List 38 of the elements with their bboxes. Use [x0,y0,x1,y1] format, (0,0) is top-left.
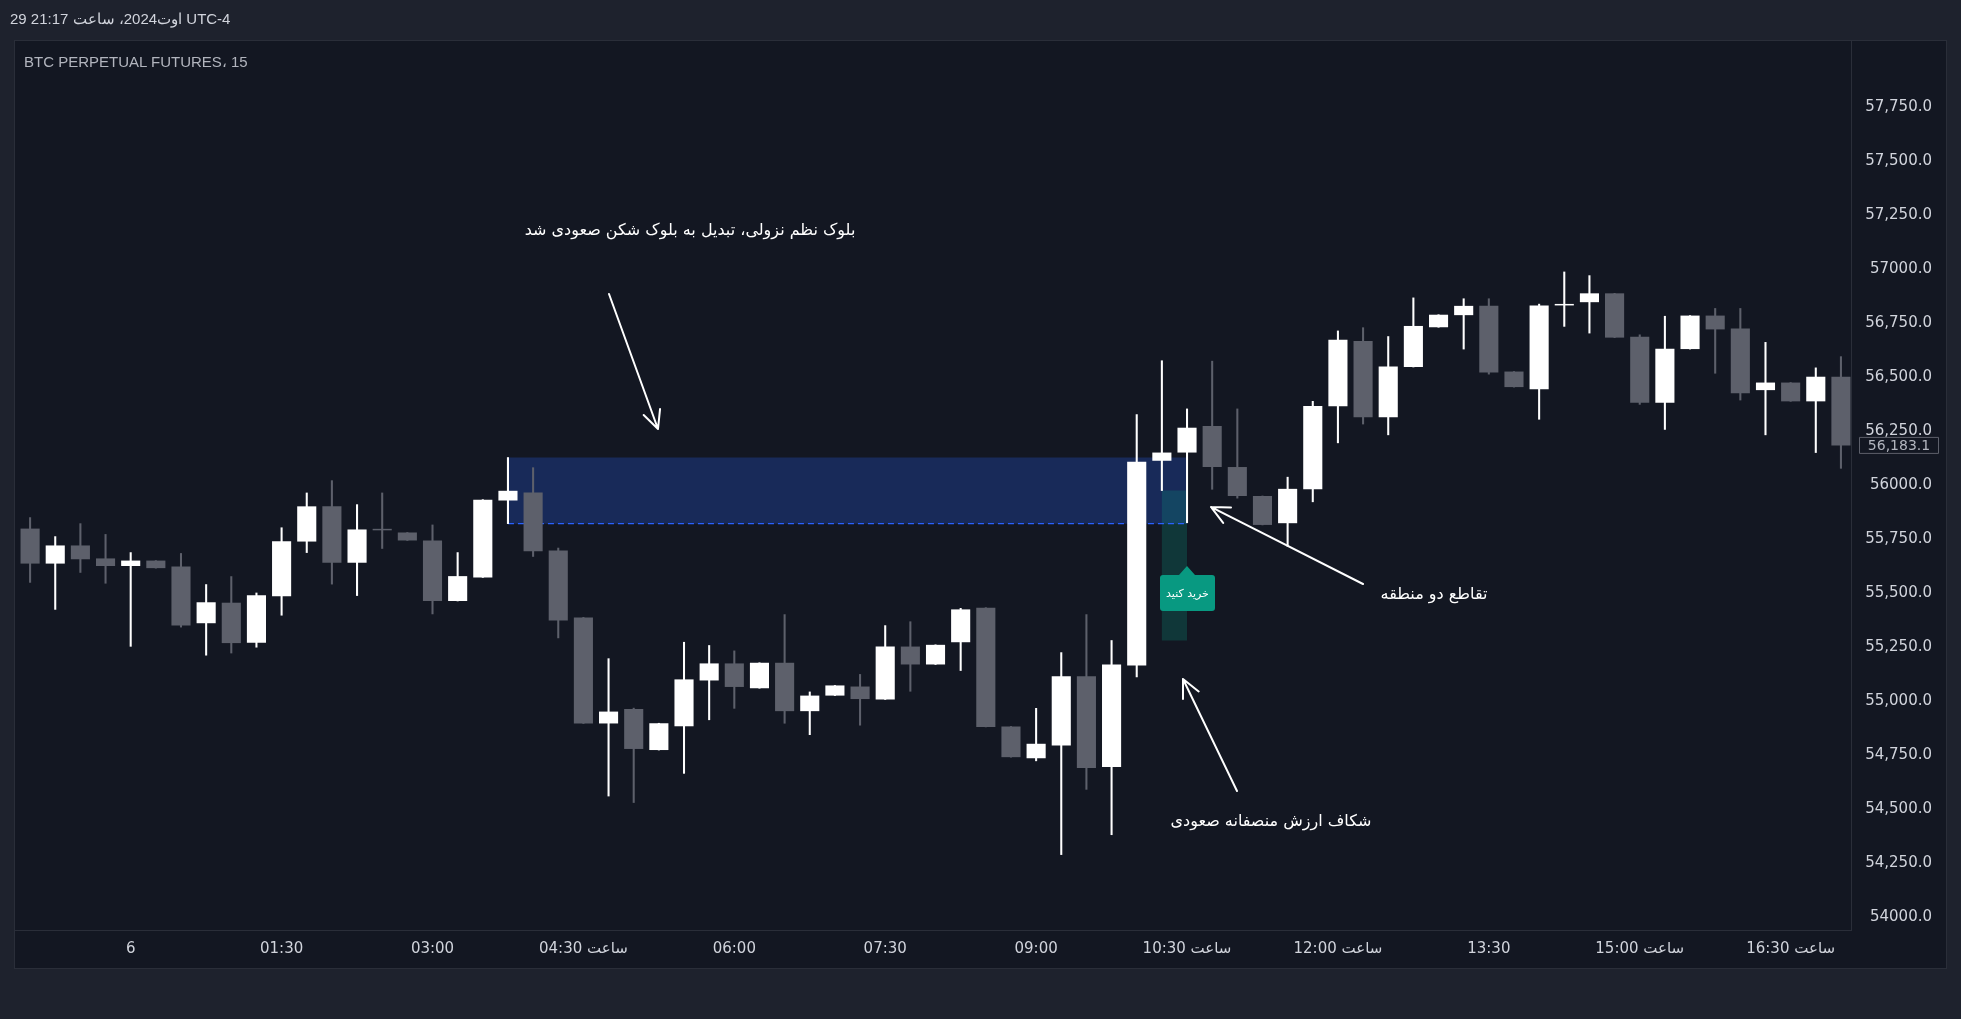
x-tick-label: ساعت 04:30 [538,938,628,957]
y-tick-label: 54,750.0 [1865,744,1932,763]
y-tick-label: 57,750.0 [1865,96,1932,115]
candlestick [1152,360,1172,491]
annotation: تقاطع دو منطقه [1380,584,1488,605]
y-tick-label: 57000.0 [1869,258,1932,277]
annotation: شکاف ارزش منصفانه صعودی [1170,811,1372,832]
candlestick [1755,342,1776,436]
annotation: بلوک نظم نزولی، تبدیل به بلوک شکن صعودی شد [524,220,856,241]
y-tick-label: 55,250.0 [1865,636,1932,655]
y-tick-label: 54,250.0 [1865,852,1932,871]
x-tick-label: ساعت 12:00 [1293,938,1383,957]
text: BTC PERPETUAL FUTURES، 15 [24,53,248,71]
x-tick-label: ساعت 15:00 [1595,938,1685,957]
x-tick-label: 13:30 [1467,938,1511,957]
y-tick-label: 56,500.0 [1865,366,1932,385]
y-tick-label: 55,500.0 [1865,582,1932,601]
x-tick-label: ساعت 10:30 [1142,938,1232,957]
x-tick-label: 01:30 [259,938,304,957]
x-tick-label: 6 [125,938,136,957]
y-tick-label: 54,500.0 [1865,798,1932,817]
annotation: 56,183.1 [1867,437,1931,454]
y-tick-label: 55,000.0 [1865,690,1932,709]
y-tick-label: 56,750.0 [1865,312,1932,331]
annotation: خرید کنید [1166,587,1209,600]
candlestick [121,552,141,647]
y-tick-label: 57,500.0 [1865,150,1932,169]
text: 29 اوت2024، ساعت 21:17 UTC-4 [10,10,231,28]
y-tick-label: 56,250.0 [1865,420,1932,439]
x-tick-label: 07:30 [863,938,907,957]
x-tick-label: 06:00 [712,938,756,957]
y-tick-label: 54000.0 [1869,906,1932,925]
y-tick-label: 57,250.0 [1865,204,1932,223]
y-tick-label: 56000.0 [1869,474,1932,493]
x-tick-label: ساعت 16:30 [1746,938,1836,957]
y-tick-label: 55,750.0 [1865,528,1932,547]
x-tick-label: 03:00 [410,938,455,957]
x-tick-label: 09:00 [1014,938,1058,957]
